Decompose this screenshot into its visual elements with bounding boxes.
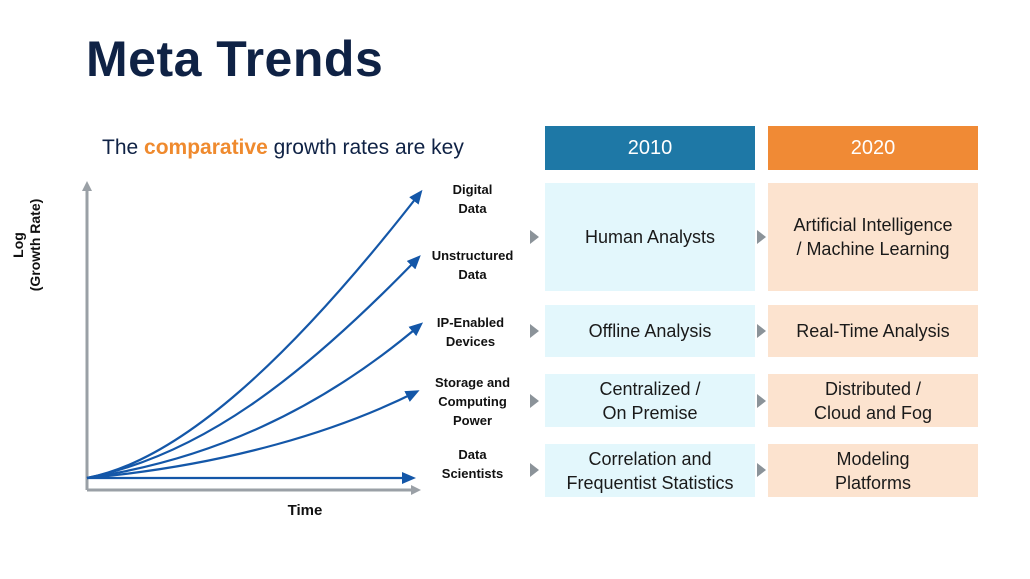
- triangle-arrow-icon: [530, 394, 539, 408]
- label-line: IP-Enabled: [436, 315, 505, 330]
- label-line: Storage and: [434, 375, 511, 390]
- label-data-scientists: Data Scientists: [425, 445, 520, 483]
- subtitle-highlight: comparative: [144, 136, 268, 159]
- cell-line: Modeling: [836, 448, 910, 469]
- cell-line: Real-Time Analysis: [796, 321, 950, 341]
- cell-line: Artificial Intelligence: [793, 215, 953, 235]
- curve-ip-enabled-devices: [86, 322, 424, 480]
- label-line: Data: [458, 267, 487, 282]
- cell-line: Platforms: [834, 472, 912, 493]
- label-digital-data: Digital Data: [425, 180, 520, 218]
- label-line: Computing: [438, 394, 507, 409]
- cell-2020-row2: Real-Time Analysis: [768, 305, 978, 357]
- subtitle-prefix: The: [102, 136, 145, 159]
- label-ip-enabled-devices: IP-Enabled Devices: [423, 313, 518, 351]
- triangle-arrow-icon: [757, 463, 766, 477]
- header-2010: 2010: [545, 126, 755, 170]
- cell-line: Centralized /: [599, 378, 701, 399]
- label-line: Devices: [445, 334, 496, 349]
- triangle-arrow-icon: [757, 324, 766, 338]
- cell-line: Human Analysts: [584, 227, 716, 247]
- label-line: Power: [452, 413, 492, 428]
- cell-line: / Machine Learning: [796, 239, 950, 259]
- cell-2020-row4: Modeling Platforms: [768, 444, 978, 497]
- cell-2010-row3: Centralized / On Premise: [545, 374, 755, 427]
- cell-line: Distributed /: [824, 378, 922, 399]
- x-axis-label: Time: [287, 502, 323, 519]
- cell-line: Correlation and: [588, 448, 712, 469]
- label-storage-computing: Storage and Computing Power: [420, 373, 525, 430]
- y-axis-label: Log (Growth Rate): [10, 195, 44, 295]
- triangle-arrow-icon: [757, 230, 766, 244]
- cell-line: Cloud and Fog: [813, 402, 933, 423]
- cell-2020-row3: Distributed / Cloud and Fog: [768, 374, 978, 427]
- page-title: Meta Trends: [86, 31, 384, 87]
- cell-line: Offline Analysis: [588, 321, 712, 341]
- cell-line: On Premise: [602, 402, 698, 423]
- label-line: Digital: [452, 182, 493, 197]
- label-line: Unstructured: [431, 248, 514, 263]
- curve-unstructured-data: [86, 255, 421, 480]
- label-line: Scientists: [441, 466, 504, 481]
- y-axis-label-line2: (Growth Rate): [27, 198, 43, 292]
- growth-chart: [82, 181, 424, 495]
- cell-2010-row4: Correlation and Frequentist Statistics: [545, 444, 755, 497]
- label-line: Data: [458, 201, 487, 216]
- curve-digital-data: [86, 189, 423, 480]
- label-unstructured-data: Unstructured Data: [420, 246, 525, 284]
- cell-2020-row1: Artificial Intelligence / Machine Learni…: [768, 183, 978, 291]
- curve-storage-computing: [86, 390, 420, 480]
- triangle-arrow-icon: [757, 394, 766, 408]
- triangle-arrow-icon: [530, 230, 539, 244]
- y-axis-label-line1: Log: [10, 232, 26, 258]
- triangle-arrow-icon: [530, 463, 539, 477]
- label-line: Data: [458, 447, 487, 462]
- header-2020: 2020: [768, 126, 978, 170]
- cell-2010-row1: Human Analysts: [545, 183, 755, 291]
- subtitle: The comparative growth rates are key: [102, 136, 464, 160]
- subtitle-suffix: growth rates are key: [267, 136, 464, 159]
- triangle-arrow-icon: [530, 324, 539, 338]
- cell-line: Frequentist Statistics: [566, 472, 734, 493]
- cell-2010-row2: Offline Analysis: [545, 305, 755, 357]
